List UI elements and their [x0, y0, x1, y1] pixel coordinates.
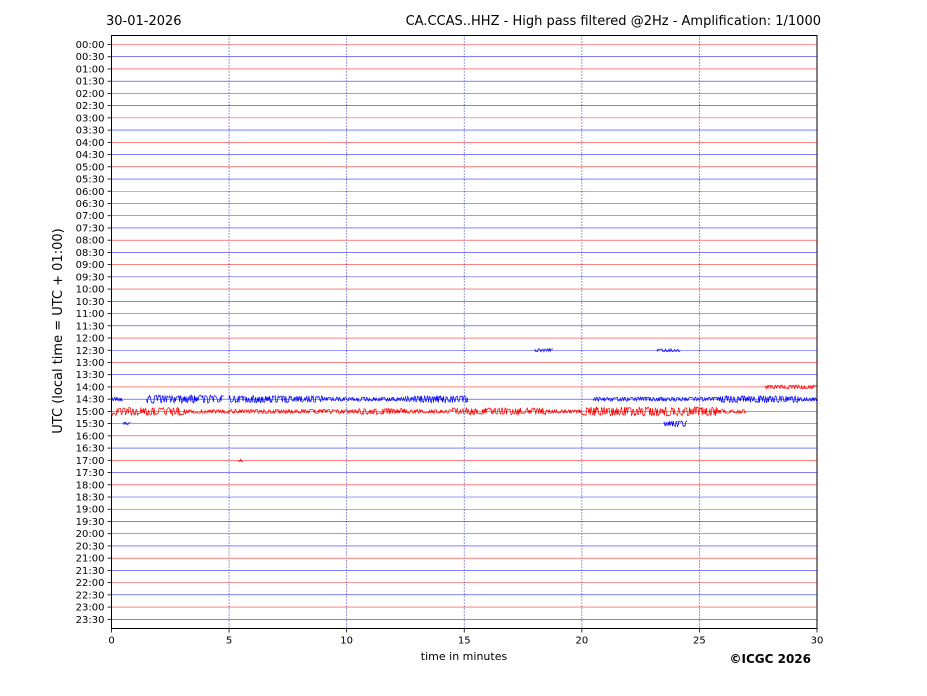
- seismic-burst: [146, 394, 224, 405]
- seismic-burst: [111, 406, 187, 417]
- chart-title: CA.CCAS..HHZ - High pass filtered @2Hz -…: [406, 14, 821, 29]
- x-tick-label: 25: [693, 636, 706, 647]
- row-label: 20:30: [76, 541, 105, 552]
- plot-frame: [111, 35, 818, 629]
- row-label: 01:00: [76, 64, 105, 75]
- row-label: 12:00: [76, 334, 105, 345]
- row-label: 07:00: [76, 211, 105, 222]
- row-label: 11:00: [76, 309, 105, 320]
- row-label: 04:00: [76, 138, 105, 149]
- row-label: 23:30: [76, 615, 105, 626]
- seismic-burst: [717, 408, 747, 415]
- row-label: 15:30: [76, 419, 105, 430]
- row-label: 09:00: [76, 260, 105, 271]
- x-tick-label: 30: [811, 636, 824, 647]
- seismic-burst: [238, 458, 243, 463]
- row-label: 16:00: [76, 431, 105, 442]
- row-label: 22:30: [76, 590, 105, 601]
- row-label: 10:30: [76, 297, 105, 308]
- row-label: 19:30: [76, 517, 105, 528]
- row-label: 14:00: [76, 382, 105, 393]
- row-label: 03:30: [76, 126, 105, 137]
- row-label: 05:30: [76, 175, 105, 186]
- row-label: 17:30: [76, 468, 105, 479]
- x-axis-label: time in minutes: [421, 650, 508, 663]
- row-label: 00:30: [76, 52, 105, 63]
- copyright-notice: ©ICGC 2026: [729, 652, 811, 666]
- seismic-burst: [663, 420, 688, 428]
- x-tick-label: 10: [340, 636, 353, 647]
- row-label: 23:00: [76, 603, 105, 614]
- seismic-burst: [593, 396, 719, 403]
- row-label: 08:00: [76, 236, 105, 247]
- row-label: 02:30: [76, 101, 105, 112]
- row-label: 10:00: [76, 285, 105, 296]
- row-label: 16:30: [76, 444, 105, 455]
- row-label: 11:30: [76, 321, 105, 332]
- row-label: 18:00: [76, 480, 105, 491]
- row-label: 19:00: [76, 505, 105, 516]
- seismic-burst: [717, 394, 799, 404]
- row-label: 03:00: [76, 113, 105, 124]
- row-label: 21:00: [76, 554, 105, 565]
- row-label: 06:30: [76, 199, 105, 210]
- seismic-burst: [405, 408, 453, 414]
- y-axis-label: UTC (local time = UTC + 01:00): [51, 228, 66, 433]
- row-label: 04:30: [76, 150, 105, 161]
- seismic-burst: [228, 394, 324, 404]
- x-tick-label: 15: [458, 636, 471, 647]
- row-label: 20:00: [76, 529, 105, 540]
- seismic-burst: [764, 384, 817, 390]
- chart-date: 30-01-2026: [106, 14, 182, 29]
- row-label: 21:30: [76, 566, 105, 577]
- seismic-burst: [186, 408, 359, 415]
- x-tick-label: 5: [226, 636, 232, 647]
- row-label: 13:30: [76, 370, 105, 381]
- x-tick-label: 0: [108, 636, 114, 647]
- seismic-burst: [405, 394, 469, 404]
- row-label: 07:30: [76, 223, 105, 234]
- row-label: 14:30: [76, 395, 105, 406]
- seismic-burst: [797, 396, 817, 402]
- row-label: 22:00: [76, 578, 105, 589]
- seismic-burst: [358, 407, 406, 416]
- row-label: 18:30: [76, 493, 105, 504]
- seismic-burst: [452, 406, 547, 416]
- row-label: 13:00: [76, 358, 105, 369]
- seismic-burst: [534, 347, 553, 353]
- row-label: 15:00: [76, 407, 105, 418]
- row-label: 05:00: [76, 162, 105, 173]
- seismic-burst: [111, 396, 123, 402]
- row-label: 17:00: [76, 456, 105, 467]
- seismic-burst: [581, 406, 718, 417]
- seismic-burst: [322, 396, 406, 403]
- row-label: 00:00: [76, 40, 105, 51]
- row-label: 08:30: [76, 248, 105, 259]
- row-label: 09:30: [76, 272, 105, 283]
- seismic-burst: [546, 408, 582, 415]
- row-label: 02:00: [76, 89, 105, 100]
- seismic-burst: [656, 347, 681, 353]
- seismic-burst: [122, 421, 131, 426]
- row-label: 06:00: [76, 187, 105, 198]
- x-tick-label: 20: [575, 636, 588, 647]
- row-label: 12:30: [76, 346, 105, 357]
- row-label: 01:30: [76, 77, 105, 88]
